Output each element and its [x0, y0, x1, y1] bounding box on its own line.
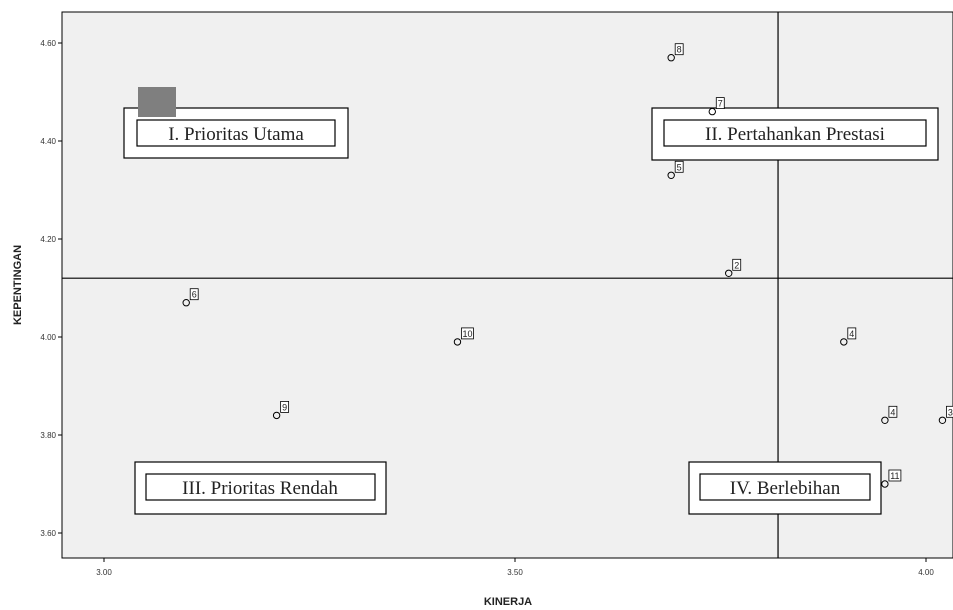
point-label-box	[732, 258, 742, 271]
point-marker	[938, 416, 947, 424]
data-point: 4	[840, 327, 857, 346]
point-label: 11	[890, 471, 899, 481]
quadrant-label-bg	[699, 473, 871, 501]
quadrant-label-3: III. Prioritas Rendah	[182, 478, 338, 499]
point-marker	[272, 411, 281, 420]
data-point: 8	[667, 43, 684, 62]
quadrant-label-4: IV. Berlebihan	[730, 478, 841, 499]
point-marker	[725, 269, 733, 277]
y-tick-label: 4.00	[40, 333, 56, 342]
point-marker	[840, 338, 848, 346]
point-label: 3	[948, 407, 953, 417]
point-label: 8	[677, 45, 682, 55]
point-label-box	[674, 160, 684, 173]
quadrant-box-3: III. Prioritas Rendah	[134, 461, 387, 515]
data-point: 11	[881, 469, 902, 488]
x-axis-title: KINERJA	[484, 596, 532, 608]
x-tick-label: 3.50	[507, 568, 523, 577]
point-marker	[708, 107, 716, 116]
point-label-box	[715, 97, 725, 109]
x-tick-label: 4.00	[918, 568, 934, 577]
data-point: 5	[667, 160, 684, 180]
point-marker	[667, 54, 675, 62]
y-tick-label: 4.60	[40, 39, 56, 48]
data-points: 87526109443111312	[182, 43, 953, 488]
point-marker	[453, 338, 462, 346]
y-axis-title: KEPENTINGAN	[12, 245, 24, 325]
quadrant-label-bg	[136, 119, 336, 147]
quadrant-label-2: II. Pertahankan Prestasi	[705, 124, 885, 145]
point-label-box	[189, 288, 199, 301]
point-label-box	[888, 469, 902, 482]
point-label-box	[847, 327, 857, 340]
quadrant-label-1: I. Prioritas Utama	[168, 124, 304, 145]
y-tick-label: 3.60	[40, 529, 56, 538]
annotation-block	[138, 87, 176, 117]
quadrant-label-bg	[663, 119, 927, 147]
y-tick-label: 4.40	[40, 137, 56, 146]
y-tick-label: 4.20	[40, 235, 56, 244]
point-label: 6	[192, 290, 197, 300]
point-label: 7	[718, 99, 723, 109]
data-point: 6	[182, 288, 199, 307]
quadrant-label-bg	[145, 473, 376, 501]
point-marker	[667, 171, 675, 180]
data-point: 10	[453, 327, 474, 346]
point-label: 9	[282, 402, 287, 412]
data-point: 3	[938, 405, 953, 424]
y-tick-label: 3.80	[40, 431, 56, 440]
data-point: 4	[881, 405, 898, 424]
point-label: 10	[462, 329, 472, 339]
point-label: 2	[734, 260, 739, 270]
point-marker	[881, 416, 889, 424]
point-label-box	[946, 405, 953, 418]
quadrant-box-2: II. Pertahankan Prestasi	[651, 107, 939, 161]
data-point: 2	[725, 258, 742, 277]
quadrant-box-4: IV. Berlebihan	[688, 461, 882, 515]
point-label-box	[461, 327, 474, 340]
point-label: 4	[849, 329, 854, 339]
data-point: 9	[272, 400, 290, 420]
x-tick-label: 3.00	[96, 568, 112, 577]
point-label-box	[674, 43, 684, 56]
point-label-box	[888, 405, 898, 418]
data-point: 7	[708, 97, 725, 116]
point-label-box	[280, 400, 290, 413]
point-marker	[881, 480, 889, 488]
point-label: 4	[890, 407, 895, 417]
point-marker	[182, 299, 190, 307]
axis-ticks: 3.003.504.004.505.003.603.804.004.204.40…	[40, 39, 934, 577]
point-label: 5	[677, 162, 682, 172]
